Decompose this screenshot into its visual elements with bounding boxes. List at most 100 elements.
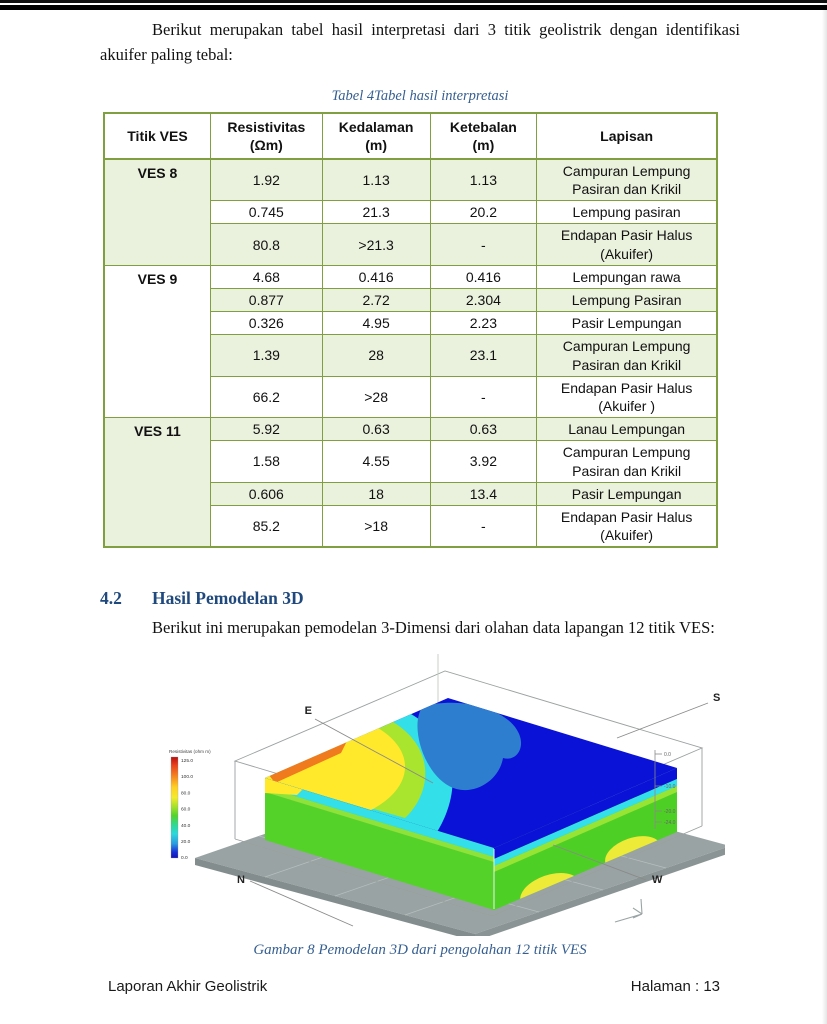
ketebalan-cell: 20.2 — [429, 200, 538, 225]
col-header-lapisan: Lapisan — [536, 111, 718, 160]
table-row: 0.606 18 13.4 Pasir Lempungan — [104, 481, 718, 506]
compass-east-label: E — [305, 705, 312, 717]
table-row: 0.745 21.3 20.2 Lempung pasiran — [104, 200, 718, 225]
kedalaman-cell: 21.3 — [321, 200, 431, 225]
table-row: 1.39 28 23.1 Campuran Lempung Pasiran dan K… — [104, 334, 718, 377]
svg-text:-24.0: -24.0 — [664, 820, 676, 826]
svg-text:60.0: 60.0 — [181, 807, 191, 813]
colorbar-legend: Resistivitas (ohm m) 125.0 100.0 80.0 60… — [169, 749, 211, 861]
svg-text:100.0: 100.0 — [181, 774, 193, 780]
kedalaman-cell: 2.72 — [321, 287, 431, 313]
ketebalan-cell: 23.1 — [429, 334, 538, 377]
interpretation-table: Titik VES Resistivitas (Ωm) Kedalaman (m) … — [103, 111, 718, 549]
ketebalan-cell: 13.4 — [429, 481, 538, 506]
depth-axis-labels: 0.0 -10.0 -20.0 -24.0 — [664, 752, 676, 826]
table-row: VES 9 4.68 0.416 0.416 Lempungan rawa — [103, 264, 718, 419]
lapisan-cell: Lempungan rawa — [536, 264, 718, 290]
table-row: 0.326 4.95 2.23 Pasir Lempungan — [104, 311, 718, 336]
resistivitas-cell: 4.68 — [209, 264, 323, 290]
ketebalan-cell: - — [429, 223, 538, 266]
kedalaman-cell: >21.3 — [321, 223, 431, 266]
compass-west-label: W — [652, 874, 663, 886]
kedalaman-cell: 18 — [321, 481, 431, 506]
svg-text:-20.0: -20.0 — [664, 809, 676, 815]
colorbar-gradient — [170, 757, 179, 859]
resistivitas-cell: 85.2 — [209, 504, 323, 548]
ketebalan-cell: 2.304 — [429, 287, 538, 313]
figure-caption: Gambar 8 Pemodelan 3D dari pengolahan 12… — [253, 942, 587, 959]
lapisan-cell: Endapan Pasir Halus (Akuifer ) — [536, 375, 718, 419]
lapisan-cell: Pasir Lempungan — [536, 311, 718, 336]
table-row: 0.877 2.72 2.304 Lempung Pasiran — [104, 287, 718, 313]
lapisan-cell: Endapan Pasir Halus (Akuifer) — [536, 504, 718, 548]
model-3d-svg: E S N W 0.0 -10.0 -20.0 -24.0 — [169, 654, 725, 937]
colorbar-title: Resistivitas (ohm m) — [169, 749, 211, 754]
lapisan-cell: Lempung pasiran — [536, 200, 718, 225]
compass-south-label: S — [713, 692, 720, 704]
compass-north-label: N — [237, 874, 245, 886]
lapisan-cell: Campuran Lempung Pasiran dan Krikil — [536, 334, 718, 377]
ketebalan-cell: - — [429, 375, 538, 419]
kedalaman-cell: 4.55 — [321, 440, 431, 483]
resistivitas-cell: 0.745 — [209, 200, 323, 225]
svg-text:-10.0: -10.0 — [664, 784, 676, 790]
ketebalan-cell: 2.23 — [429, 311, 538, 336]
kedalaman-cell: 1.13 — [321, 158, 431, 202]
ketebalan-cell: 1.13 — [429, 158, 538, 202]
page-top-rule — [0, 0, 827, 10]
resistivitas-cell: 0.606 — [209, 481, 323, 506]
lapisan-cell: Campuran Lempung Pasiran dan Krikil — [536, 158, 718, 202]
depth-axis — [654, 750, 662, 830]
lapisan-cell: Lempung Pasiran — [536, 287, 718, 313]
table-row: VES 11 5.92 0.63 0.63 Lanau Lempungan — [103, 417, 718, 548]
col-header-kedalaman: Kedalaman (m) — [321, 111, 431, 160]
kedalaman-cell: 28 — [321, 334, 431, 377]
resistivitas-cell: 0.326 — [209, 311, 323, 336]
section-title: Hasil Pemodelan 3D — [152, 588, 304, 609]
interpretation-table-body: VES 8 1.92 1.13 1.13 Campuran Lempung Pasira… — [103, 158, 718, 548]
resistivitas-cell: 5.92 — [209, 417, 323, 442]
lapisan-cell: Pasir Lempungan — [536, 481, 718, 506]
section-heading: 4.2 Hasil Pemodelan 3D — [100, 588, 740, 609]
page-content: Berikut merupakan tabel hasil interpreta… — [100, 12, 740, 959]
page-footer: Laporan Akhir Geolistrik Halaman : 13 — [108, 978, 720, 995]
intro-paragraph: Berikut merupakan tabel hasil interpreta… — [100, 20, 740, 64]
kedalaman-cell: 0.416 — [321, 264, 431, 290]
table-caption: Tabel 4Tabel hasil interpretasi — [331, 87, 509, 104]
col-header-titik-ves: Titik VES — [103, 111, 211, 160]
ketebalan-cell: 0.63 — [429, 417, 538, 442]
table-header-row: Titik VES Resistivitas (Ωm) Kedalaman (m) … — [103, 111, 718, 160]
orientation-arrow-icon — [614, 899, 643, 923]
table-row: 80.8 >21.3- Endapan Pasir Halus (Akuifer) — [104, 223, 718, 266]
figure-3d-model: E S N W 0.0 -10.0 -20.0 -24.0 — [100, 646, 740, 938]
resistivitas-cell: 1.39 — [209, 334, 323, 377]
kedalaman-cell: >28 — [321, 375, 431, 419]
titik-ves-cell: VES 9 — [103, 264, 211, 419]
table-row: VES 8 1.92 1.13 1.13 Campuran Lempung Pasira… — [103, 158, 718, 266]
kedalaman-cell: 0.63 — [321, 417, 431, 442]
col-header-ketebalan: Ketebalan (m) — [429, 111, 538, 160]
svg-text:0.0: 0.0 — [664, 752, 671, 758]
kedalaman-cell: >18 — [321, 504, 431, 548]
kedalaman-cell: 4.95 — [321, 311, 431, 336]
resistivitas-cell: 80.8 — [209, 223, 323, 266]
section-paragraph: Berikut ini merupakan pemodelan 3-Dimens… — [152, 618, 715, 638]
resistivitas-cell: 0.877 — [209, 287, 323, 313]
table-row: 1.58 4.55 3.92 Campuran Lempung Pasiran dan… — [104, 440, 718, 483]
footer-report-title: Laporan Akhir Geolistrik — [108, 978, 268, 995]
ketebalan-cell: - — [429, 504, 538, 548]
svg-text:125.0: 125.0 — [181, 758, 193, 764]
titik-ves-cell: VES 8 — [103, 158, 211, 266]
lapisan-cell: Endapan Pasir Halus (Akuifer) — [536, 223, 718, 266]
titik-ves-cell: VES 11 — [103, 417, 211, 548]
resistivitas-cell: 1.58 — [209, 440, 323, 483]
footer-page-number: Halaman : 13 — [630, 978, 720, 995]
svg-text:0.0: 0.0 — [181, 855, 188, 861]
svg-text:40.0: 40.0 — [181, 823, 191, 829]
ketebalan-cell: 0.416 — [429, 264, 538, 290]
col-header-resistivitas: Resistivitas (Ωm) — [209, 111, 323, 160]
svg-text:20.0: 20.0 — [181, 839, 191, 845]
resistivitas-cell: 66.2 — [209, 375, 323, 419]
lapisan-cell: Lanau Lempungan — [536, 417, 718, 442]
table-row: 66.2 >28- Endapan Pasir Halus (Akuifer ) — [104, 375, 718, 419]
